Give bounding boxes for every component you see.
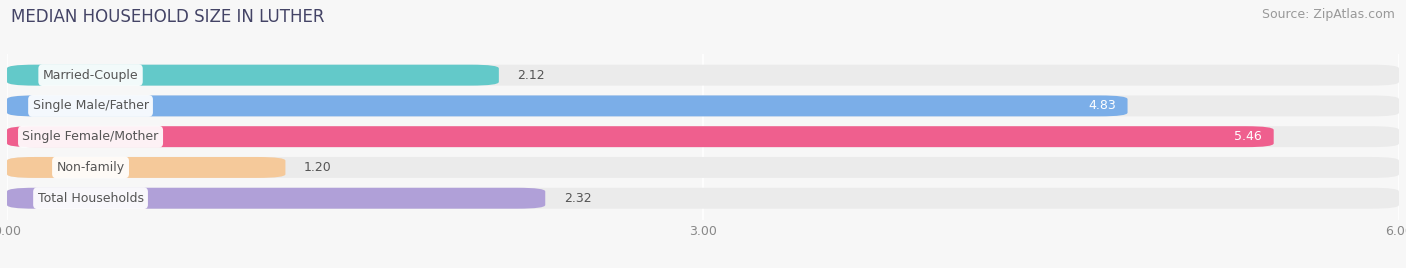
FancyBboxPatch shape [7,157,285,178]
Text: 2.12: 2.12 [517,69,546,82]
Text: 2.32: 2.32 [564,192,592,205]
FancyBboxPatch shape [7,157,1399,178]
FancyBboxPatch shape [7,126,1399,147]
Text: Single Female/Mother: Single Female/Mother [22,130,159,143]
FancyBboxPatch shape [7,188,546,209]
Text: Single Male/Father: Single Male/Father [32,99,149,112]
FancyBboxPatch shape [7,95,1128,116]
Text: Non-family: Non-family [56,161,125,174]
Text: Married-Couple: Married-Couple [42,69,138,82]
Text: 1.20: 1.20 [304,161,332,174]
Text: 5.46: 5.46 [1234,130,1263,143]
Text: MEDIAN HOUSEHOLD SIZE IN LUTHER: MEDIAN HOUSEHOLD SIZE IN LUTHER [11,8,325,26]
Text: Source: ZipAtlas.com: Source: ZipAtlas.com [1261,8,1395,21]
FancyBboxPatch shape [7,188,1399,209]
Text: Total Households: Total Households [38,192,143,205]
FancyBboxPatch shape [7,65,499,85]
FancyBboxPatch shape [7,95,1399,116]
FancyBboxPatch shape [7,126,1274,147]
FancyBboxPatch shape [7,65,1399,85]
Text: 4.83: 4.83 [1088,99,1116,112]
